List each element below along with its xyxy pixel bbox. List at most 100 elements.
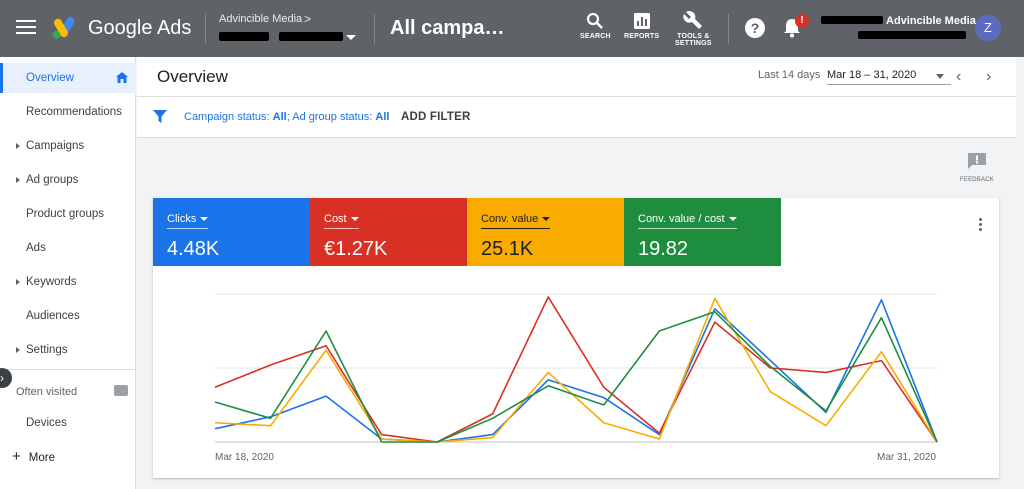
tools-settings-button[interactable]: TOOLS & SETTINGS xyxy=(675,10,712,47)
often-visited-label: Often visited xyxy=(16,386,78,398)
date-range-picker[interactable]: Mar 18 – 31, 2020 xyxy=(827,69,951,85)
metric-value: 4.48K xyxy=(167,238,220,260)
filter-summary[interactable]: Campaign status: All; Ad group status: A… xyxy=(184,111,389,123)
sidebar-item-label: Overview xyxy=(26,72,74,84)
sidebar-item-label: Devices xyxy=(26,417,67,429)
metric-value: 25.1K xyxy=(481,238,534,260)
top-app-bar: Google Ads Advincible Media > All campa…… xyxy=(0,0,1024,57)
filter-value: All xyxy=(272,111,287,123)
caret-down-icon xyxy=(200,217,209,222)
redacted-text xyxy=(821,16,883,24)
more-options-icon[interactable] xyxy=(979,218,983,233)
home-icon xyxy=(116,72,128,83)
add-filter-button[interactable]: ADD FILTER xyxy=(401,111,471,123)
divider xyxy=(205,14,206,44)
reports-label: REPORTS xyxy=(624,33,660,40)
metric-name: Clicks xyxy=(167,213,209,229)
notification-badge: ! xyxy=(795,14,809,28)
caret-down-icon xyxy=(936,74,944,79)
search-button[interactable]: SEARCH xyxy=(580,12,611,40)
wrench-icon xyxy=(683,10,703,30)
sidebar-item-label: Settings xyxy=(26,344,68,356)
caret-down-icon xyxy=(350,217,359,222)
expand-arrow-icon xyxy=(16,177,20,183)
redacted-text xyxy=(219,32,269,41)
plus-icon: + xyxy=(12,448,21,465)
account-label: Advincible Media xyxy=(886,15,976,27)
account-name: Advincible Media xyxy=(219,13,303,25)
sidebar-item-label: Keywords xyxy=(26,276,77,288)
tools-label: TOOLS & xyxy=(677,33,710,40)
comment-icon xyxy=(114,385,128,396)
avatar[interactable]: Z xyxy=(975,15,1001,41)
search-icon xyxy=(587,12,604,29)
metric-tile-conv-value-cost[interactable]: Conv. value / cost 19.82 xyxy=(624,198,781,266)
caret-down-icon xyxy=(346,35,356,40)
filter-icon[interactable] xyxy=(153,110,167,124)
metric-name-text: Conv. value xyxy=(481,213,539,225)
sidebar-item-label: Recommendations xyxy=(26,106,122,118)
sidebar-item-ad-groups[interactable]: Ad groups xyxy=(0,165,136,195)
campaign-title[interactable]: All campa… xyxy=(390,17,505,39)
menu-icon[interactable] xyxy=(16,20,36,36)
sidebar-item-recommendations[interactable]: Recommendations xyxy=(0,97,136,127)
metric-name: Conv. value xyxy=(481,213,551,229)
filter-label: Campaign status: xyxy=(184,111,270,123)
sidebar-item-devices[interactable]: Devices xyxy=(0,408,136,438)
expand-arrow-icon xyxy=(16,347,20,353)
feedback-icon xyxy=(967,153,986,169)
date-range-label: Last 14 days xyxy=(758,69,821,81)
metric-value: 19.82 xyxy=(638,238,689,260)
google-ads-logo xyxy=(52,16,75,39)
sidebar-item-ads[interactable]: Ads xyxy=(0,233,136,263)
line-chart xyxy=(214,293,938,443)
sidebar-more-button[interactable]: + More xyxy=(12,448,55,465)
divider xyxy=(374,14,375,44)
metric-tile-cost[interactable]: Cost €1.27K xyxy=(310,198,467,266)
divider xyxy=(0,369,136,370)
expand-arrow-icon xyxy=(16,279,20,285)
sidebar-item-label: Campaigns xyxy=(26,140,85,152)
feedback-button[interactable]: FEEDBACK xyxy=(960,153,994,183)
redacted-text xyxy=(279,32,343,41)
chevron-right-icon[interactable]: › xyxy=(986,68,992,85)
metric-name-text: Conv. value / cost xyxy=(638,213,725,225)
brand-name: Google Ads xyxy=(88,17,192,39)
collapse-sidebar-button[interactable]: › xyxy=(0,368,12,388)
series-line-conv-value-cost xyxy=(214,310,938,443)
chevron-right-icon: > xyxy=(304,12,312,26)
reports-icon xyxy=(633,13,650,29)
sidebar-item-label: Product groups xyxy=(26,208,104,220)
redacted-text xyxy=(858,31,966,39)
sidebar-item-campaigns[interactable]: Campaigns xyxy=(0,131,136,161)
series-line-conv-value xyxy=(214,297,938,443)
divider xyxy=(728,14,729,44)
overview-chart-card: Clicks 4.48K Cost €1.27K Conv. value 25.… xyxy=(153,198,999,478)
sidebar-item-overview[interactable]: Overview xyxy=(0,63,136,93)
filter-bar: Campaign status: All; Ad group status: A… xyxy=(137,97,1016,138)
sidebar-item-label: Audiences xyxy=(26,310,80,322)
metric-tile-conv-value[interactable]: Conv. value 25.1K xyxy=(467,198,624,266)
reports-button[interactable]: REPORTS xyxy=(624,12,659,40)
sidebar-item-label: Ad groups xyxy=(26,174,79,186)
expand-arrow-icon xyxy=(16,143,20,149)
metric-name: Conv. value / cost xyxy=(638,213,737,229)
sidebar-item-audiences[interactable]: Audiences xyxy=(0,301,136,331)
x-tick-label: Mar 18, 2020 xyxy=(215,452,274,463)
page-title: Overview xyxy=(157,67,228,86)
chevron-left-icon[interactable]: ‹ xyxy=(956,68,962,85)
filter-value: All xyxy=(375,111,390,123)
sidebar-item-settings[interactable]: Settings xyxy=(0,335,136,365)
more-label: More xyxy=(28,452,55,464)
sidebar-item-product-groups[interactable]: Product groups xyxy=(0,199,136,229)
sidebar-item-label: Ads xyxy=(26,242,46,254)
metric-name: Cost xyxy=(324,213,359,229)
page-header: Overview Last 14 days Mar 18 – 31, 2020 … xyxy=(137,57,1016,97)
series-line-cost xyxy=(214,296,938,443)
sidebar-item-keywords[interactable]: Keywords xyxy=(0,267,136,297)
x-tick-label: Mar 31, 2020 xyxy=(877,452,936,463)
metric-tile-clicks[interactable]: Clicks 4.48K xyxy=(153,198,310,266)
filter-label: ; Ad group status: xyxy=(286,111,373,123)
help-icon[interactable]: ? xyxy=(745,18,765,38)
caret-down-icon xyxy=(542,217,551,222)
